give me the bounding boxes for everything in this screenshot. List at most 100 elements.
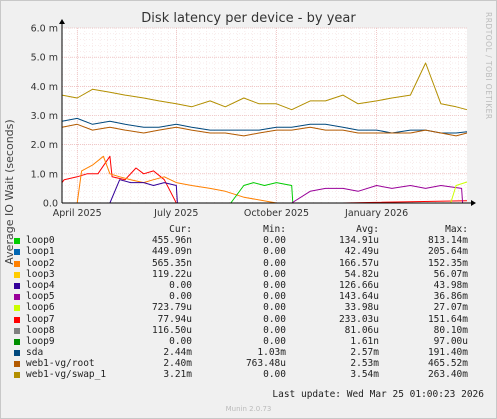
legend-min: 0.00 [263,246,286,258]
legend-cur: 116.50u [151,324,192,336]
legend-max: 80.10m [433,324,468,336]
legend-min: 0.00 [263,369,286,381]
legend-row: web1-vg/root 2.40m 763.48u 2.53m 465.52m [12,358,482,369]
munin-version: Munin 2.0.73 [225,405,272,413]
legend-name: loop2 [26,257,55,269]
legend-header: Cur: Min: Avg: Max: [12,224,482,235]
legend-min: 1.03m [257,347,286,359]
legend-row: loop9 0.00 0.00 1.61n 97.00u [12,336,482,347]
legend-min: 0.00 [263,313,286,325]
legend-max: 56.07m [433,268,468,280]
legend-cur: 723.79u [151,302,192,314]
legend-row: loop3 119.22u 0.00 54.82u 56.07m [12,269,482,280]
y-tick-label: 6.0 m [31,24,58,35]
legend-avg: 2.53m [350,358,379,370]
legend-name: loop6 [26,302,55,314]
y-tick-label: 2.0 m [31,140,58,151]
legend-swatch [14,238,20,245]
legend-name: loop5 [26,291,55,303]
legend-name: loop0 [26,235,55,247]
legend-max: 97.00u [433,335,468,347]
legend-min: 0.00 [263,302,286,314]
header-min: Min: [263,224,286,235]
legend-max: 152.35m [427,257,468,269]
legend-min: 0.00 [263,268,286,280]
legend-min: 0.00 [263,235,286,247]
x-axis-arrow [471,200,476,206]
legend-cur: 77.94u [157,313,192,325]
legend-max: 813.14m [427,235,468,247]
legend-max: 36.86m [433,291,468,303]
legend-swatch [14,350,20,357]
legend-cur: 3.21m [163,369,192,381]
series-line [62,182,467,204]
legend-min: 0.00 [263,279,286,291]
legend-cur: 449.09n [151,246,192,258]
legend-max: 465.52m [427,358,468,370]
legend-cur: 0.00 [169,335,192,347]
legend-max: 205.64m [427,246,468,258]
legend-swatch [14,338,20,345]
series-line [61,117,468,134]
legend-avg: 134.91u [338,235,379,247]
x-tick-label: January 2026 [344,208,408,219]
axes: 0.0 1.0 m 2.0 m 3.0 m 4.0 m 5.0 m 6.0 m April 2… [31,19,476,219]
y-tick-label: 5.0 m [31,53,58,64]
legend-name: loop1 [26,246,55,258]
legend-max: 43.98m [433,279,468,291]
series-line [62,185,467,204]
legend-cur: 0.00 [169,291,192,303]
legend-max: 151.64m [427,313,468,325]
legend-swatch [14,305,20,312]
legend-min: 0.00 [263,324,286,336]
legend-cur: 455.96n [151,235,192,247]
header-cur: Cur: [169,224,192,235]
legend-name: loop3 [26,268,55,280]
chart-title: Disk latency per device - by year [141,11,356,26]
rrdtool-credit: RRDTOOL / TOBI OETIKER [484,12,493,120]
legend-swatch [14,282,20,289]
legend-swatch [14,294,20,301]
legend-name: web1-vg/swap_1 [26,369,107,381]
legend-row: loop2 565.35n 0.00 166.57u 152.35m [12,258,482,269]
legend-row: web1-vg/swap_1 3.21m 0.00 3.54m 263.40m [12,369,482,380]
grid [61,27,467,204]
legend-swatch [14,372,20,379]
legend-cur: 119.22u [151,268,192,280]
legend-max: 263.40m [427,369,468,381]
legend-avg: 2.57m [350,347,379,359]
x-tick-label: July 2025 [153,208,198,219]
legend-min: 0.00 [263,335,286,347]
legend-avg: 233.03u [338,313,379,325]
legend-swatch [14,249,20,256]
legend-name: loop7 [26,313,55,325]
legend-min: 0.00 [263,257,286,269]
y-tick-label: 1.0 m [31,169,58,180]
legend-name: sda [26,347,44,359]
legend-name: loop4 [26,279,55,291]
series-line [62,179,467,204]
legend-cur: 2.40m [163,358,192,370]
y-tick-label: 3.0 m [31,111,58,122]
legend-row: loop5 0.00 0.00 143.64u 36.86m [12,291,482,302]
y-tick-label: 0.0 [43,199,58,210]
series-line [62,155,467,204]
legend-cur: 565.35n [151,257,192,269]
legend-row: loop6 723.79u 0.00 33.98u 27.07m [12,302,482,313]
legend-avg: 3.54m [350,369,379,381]
legend-avg: 1.61n [350,335,379,347]
last-update: Last update: Wed Mar 25 01:00:23 2026 [272,389,484,400]
legend-max: 27.07m [433,302,468,314]
legend-name: loop8 [26,324,55,336]
legend-avg: 81.06u [344,324,379,336]
legend-row: loop1 449.09n 0.00 42.49u 205.64m [12,246,482,257]
header-max: Max: [445,224,468,235]
legend-min: 763.48u [245,358,286,370]
legend-row: loop7 77.94u 0.00 233.03u 151.64m [12,314,482,325]
header-avg: Avg: [356,224,379,235]
legend-avg: 42.49u [344,246,379,258]
series-line [61,123,468,137]
legend-avg: 54.82u [344,268,379,280]
legend-avg: 33.98u [344,302,379,314]
